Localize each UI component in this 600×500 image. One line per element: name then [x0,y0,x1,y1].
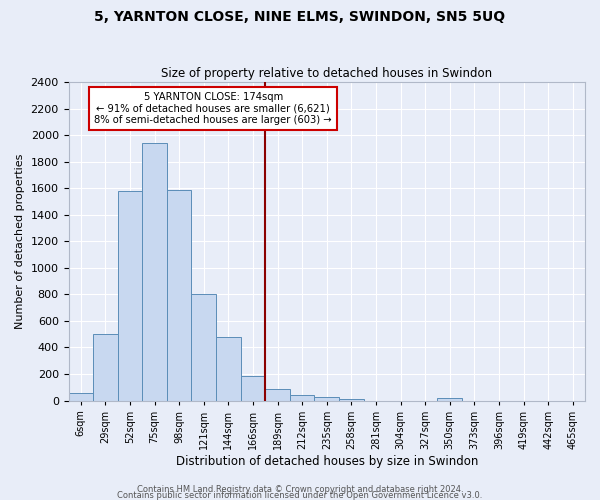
Bar [167,190,191,400]
Bar [265,388,290,400]
Text: 5, YARNTON CLOSE, NINE ELMS, SWINDON, SN5 5UQ: 5, YARNTON CLOSE, NINE ELMS, SWINDON, SN… [94,10,506,24]
Bar [216,337,241,400]
Bar [191,294,216,401]
Text: Contains HM Land Registry data © Crown copyright and database right 2024.: Contains HM Land Registry data © Crown c… [137,484,463,494]
Bar [314,397,339,400]
Title: Size of property relative to detached houses in Swindon: Size of property relative to detached ho… [161,66,493,80]
Bar [290,394,314,400]
Y-axis label: Number of detached properties: Number of detached properties [15,154,25,329]
Bar [437,398,462,400]
Bar [68,393,93,400]
Bar [241,376,265,400]
Bar [93,334,118,400]
Bar [142,143,167,401]
Bar [118,191,142,400]
Bar [339,398,364,400]
Text: Contains public sector information licensed under the Open Government Licence v3: Contains public sector information licen… [118,490,482,500]
X-axis label: Distribution of detached houses by size in Swindon: Distribution of detached houses by size … [176,454,478,468]
Text: 5 YARNTON CLOSE: 174sqm
← 91% of detached houses are smaller (6,621)
8% of semi-: 5 YARNTON CLOSE: 174sqm ← 91% of detache… [94,92,332,125]
